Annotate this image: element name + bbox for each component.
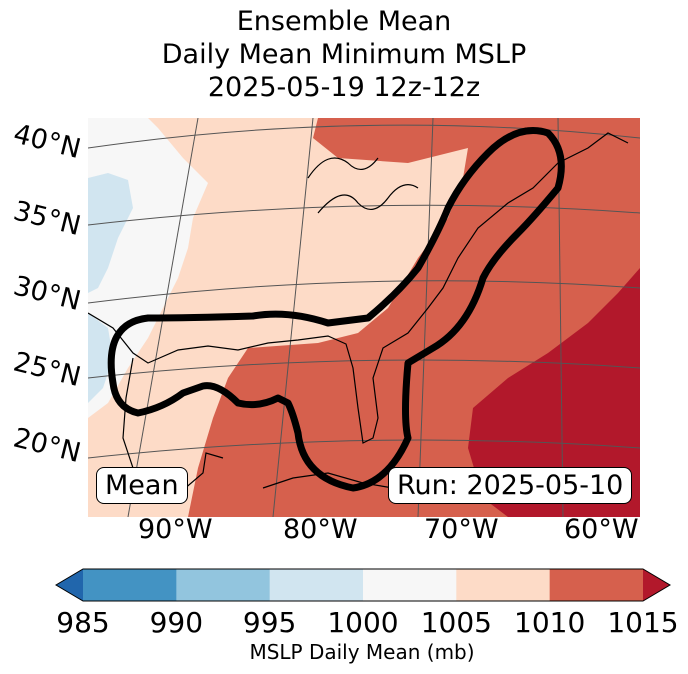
band-over-1015 [468,268,640,517]
lat-label-30: 30°N [10,270,84,318]
lon-label-80w: 80°W [283,514,358,545]
colorbar-extend-low [56,569,83,601]
colorbar-tick-label: 995 [242,606,297,639]
mslp-map [88,118,640,517]
colorbar-label: MSLP Daily Mean (mb) [249,640,475,664]
colorbar-segment [83,569,177,601]
colorbar-segment [363,569,457,601]
mean-label: Mean [96,467,188,504]
colorbar-segment [549,569,644,601]
lon-label-70w: 70°W [424,514,499,545]
lat-label-25: 25°N [10,346,84,394]
title-line-2: Daily Mean Minimum MSLP [161,39,527,70]
lat-label-40: 40°N [10,118,84,166]
colorbar-segment [456,569,551,601]
colorbar-tick-label: 1005 [420,606,492,639]
highlight-contour [107,127,565,492]
title-line-1: Ensemble Mean [236,6,452,37]
band-995-1000-south [88,313,113,403]
lon-label-60w: 60°W [564,514,639,545]
colorbar-segment [269,569,364,601]
colorbar [55,568,671,602]
colorbar-tick-label: 1000 [327,606,399,639]
colorbar-tick-label: 1010 [514,606,586,639]
lon-label-90w: 90°W [138,514,213,545]
lat-label-20: 20°N [10,422,84,470]
lat-label-35: 35°N [10,195,84,243]
colorbar-extend-high [643,569,670,601]
title-line-3: 2025-05-19 12z-12z [207,72,481,103]
run-label: Run: 2025-05-10 [388,467,633,504]
graticule [88,118,640,517]
colorbar-tick-label: 990 [149,606,204,639]
colorbar-segment [176,569,271,601]
colorbar-tick-label: 1015 [607,606,679,639]
colorbar-tick-label: 985 [56,606,110,639]
band-995-1000 [88,173,133,293]
